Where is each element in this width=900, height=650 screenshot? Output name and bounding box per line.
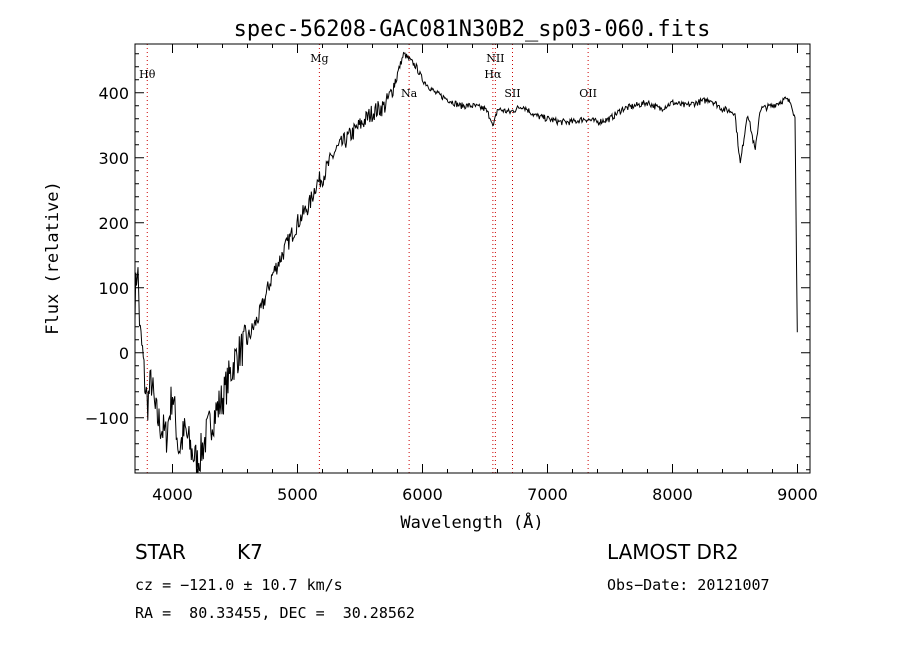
marker-label: Hα: [484, 68, 502, 81]
x-tick-label: 6000: [402, 485, 443, 504]
y-tick-label: 100: [98, 279, 129, 298]
spectrum-series: [134, 51, 798, 474]
marker-label: Mg: [310, 52, 328, 65]
x-tick-label: 9000: [777, 485, 818, 504]
chart-title: spec-56208-GAC081N30B2_sp03-060.fits: [234, 17, 711, 42]
axis-ticks: 4000 5000 6000 7000 8000 9000 −100 0 100 200 300 40…: [85, 44, 818, 504]
marker-label: Hθ: [139, 68, 156, 81]
observation-date: Obs−Date: 20121007: [607, 576, 770, 594]
marker-label: OII: [579, 87, 597, 100]
y-tick-label: −100: [85, 409, 129, 428]
x-tick-label: 7000: [527, 485, 568, 504]
survey-name: LAMOST DR2: [607, 540, 739, 564]
marker-label: NII: [486, 52, 504, 65]
y-tick-label: 200: [98, 214, 129, 233]
x-tick-label: 4000: [152, 485, 193, 504]
redshift-velocity: cz = −121.0 ± 10.7 km/s: [135, 576, 343, 594]
y-tick-label: 300: [98, 149, 129, 168]
x-tick-label: 5000: [277, 485, 318, 504]
object-subclass: K7: [237, 540, 263, 564]
marker-label: Na: [401, 87, 418, 100]
y-tick-label: 0: [119, 344, 129, 363]
y-tick-label: 400: [98, 84, 129, 103]
marker-label: SII: [504, 87, 520, 100]
x-tick-label: 8000: [652, 485, 693, 504]
sky-coordinates: RA = 80.33455, DEC = 30.28562: [135, 604, 415, 622]
y-axis-label: Flux (relative): [43, 181, 63, 335]
spectrum-line: [134, 51, 798, 474]
object-class: STAR: [135, 540, 186, 564]
plot-frame: [134, 43, 811, 474]
x-axis-label: Wavelength (Å): [400, 511, 543, 533]
